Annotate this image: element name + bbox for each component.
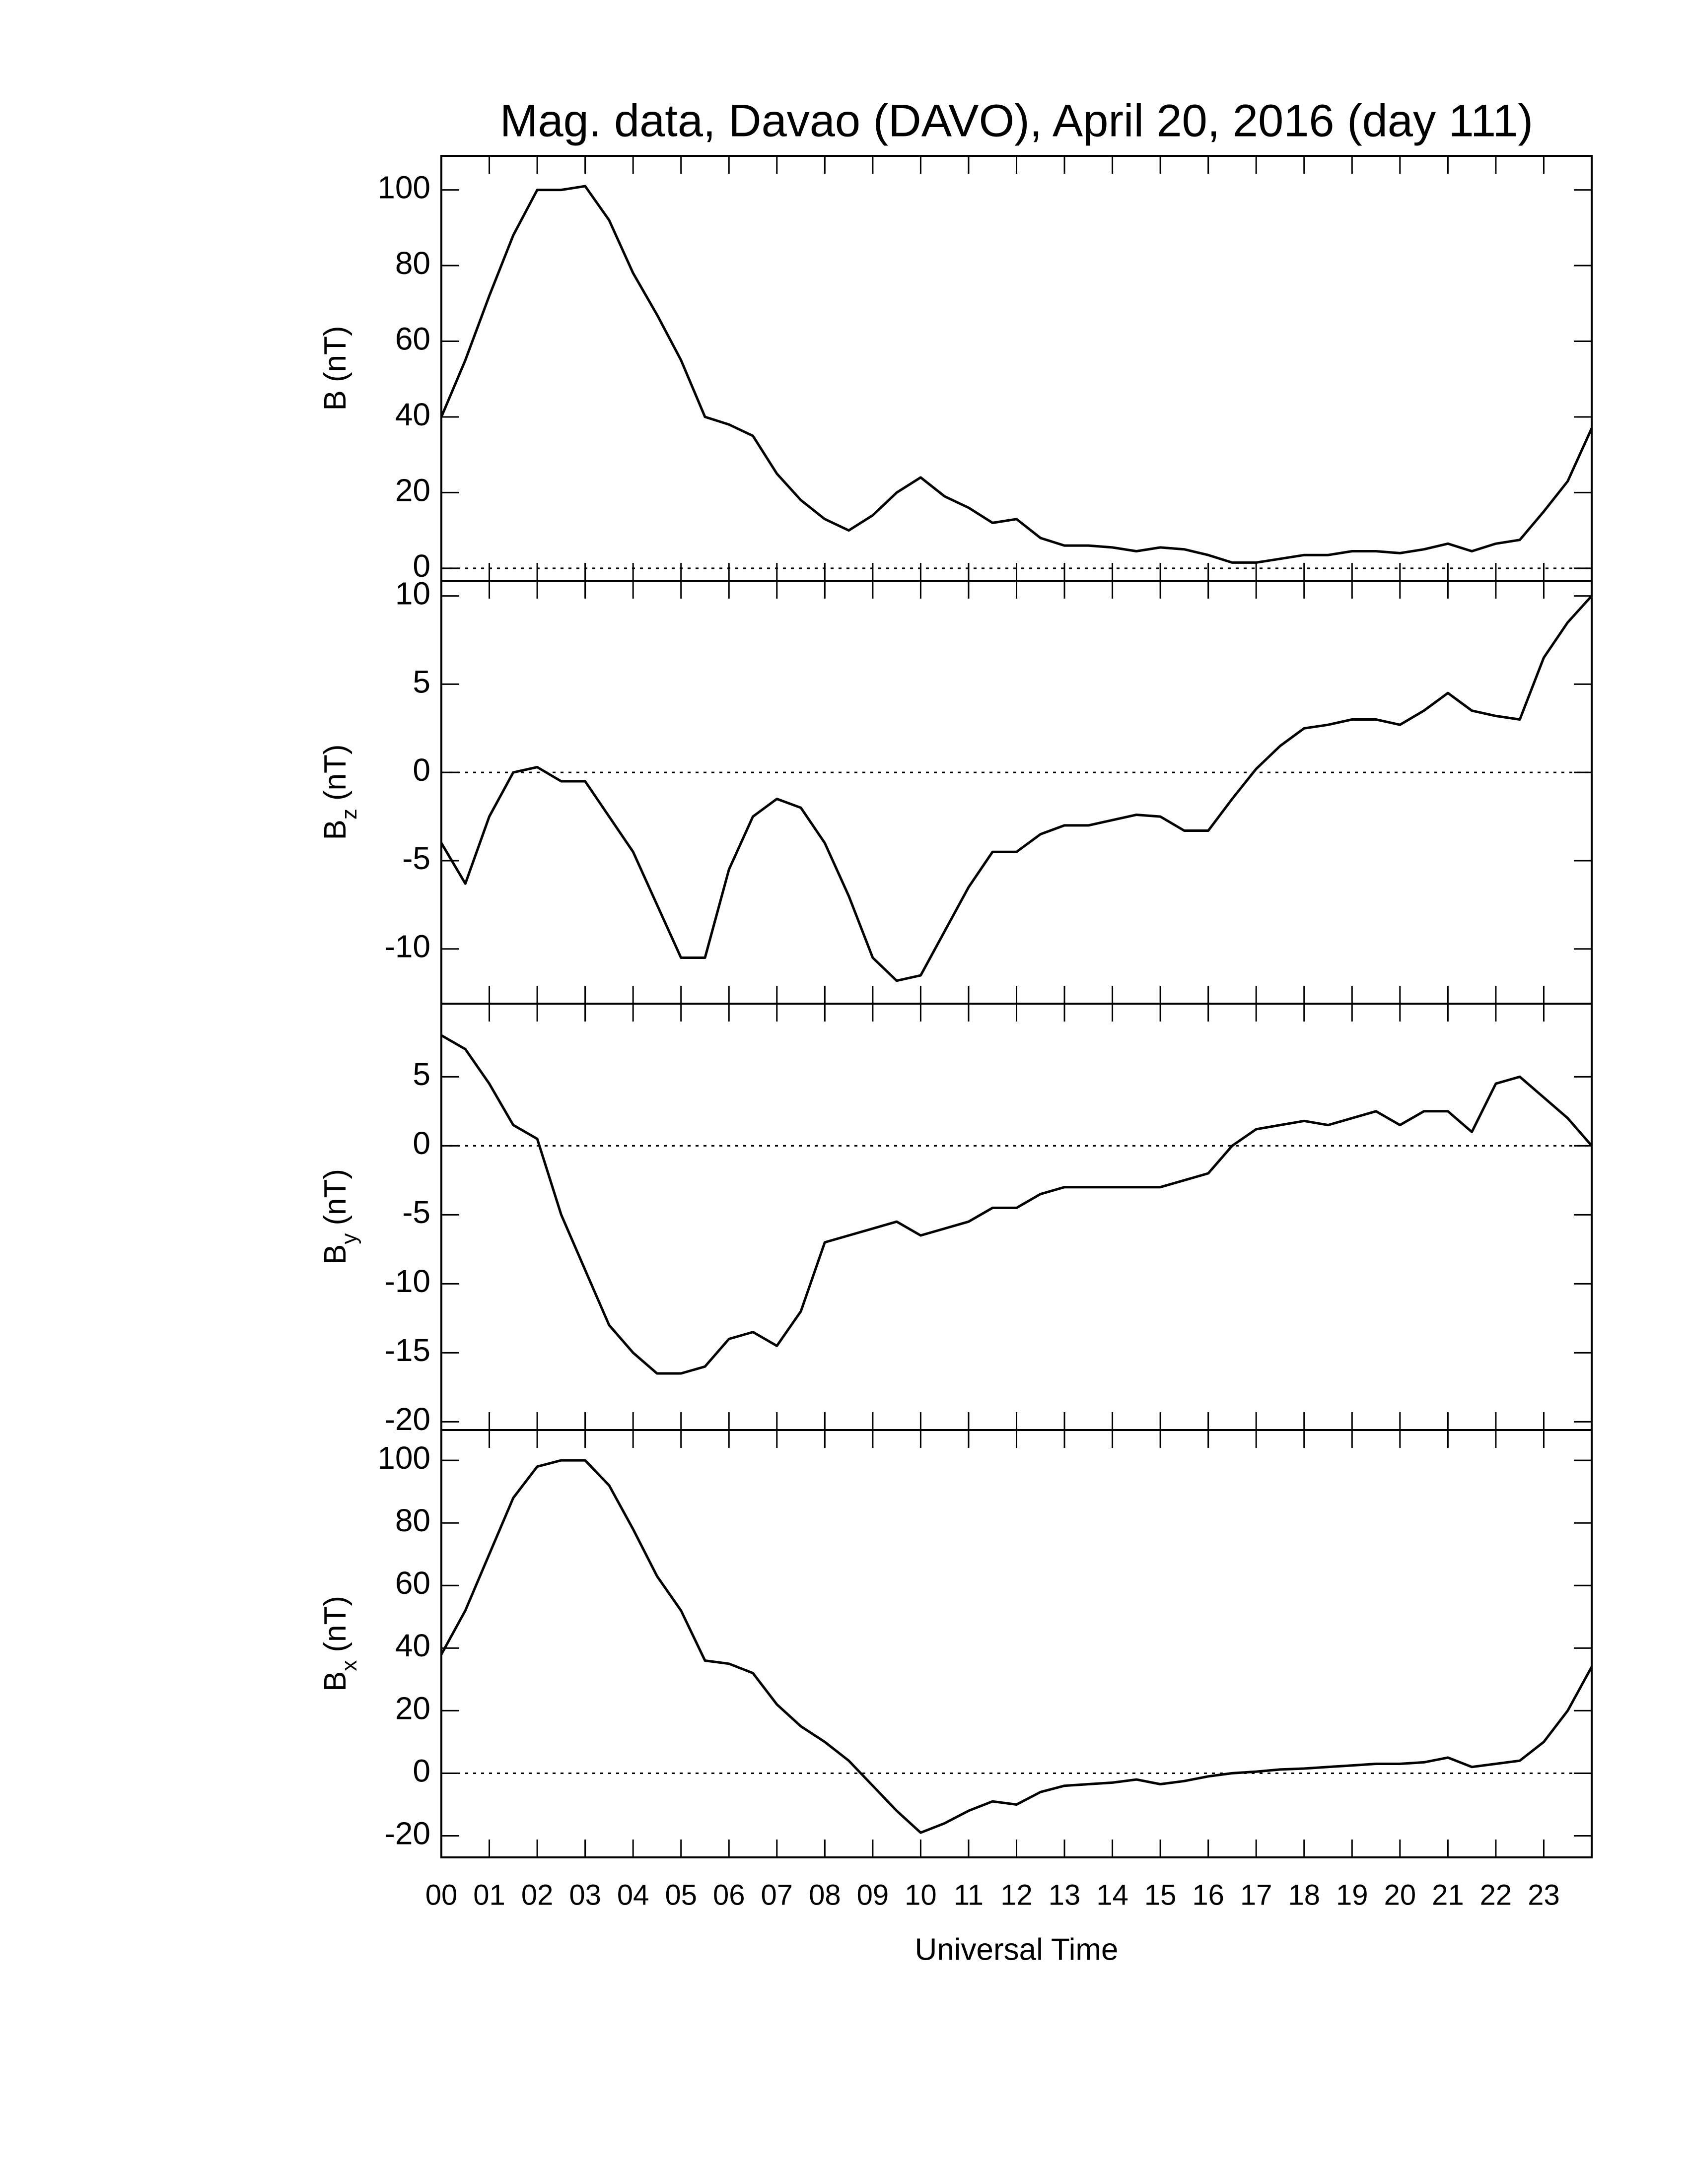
y-label-unit: (nT) xyxy=(318,1169,352,1226)
y-label-symbol: B xyxy=(318,390,352,410)
data-line xyxy=(440,595,1593,982)
y-tick-label: 5 xyxy=(413,1056,430,1092)
x-tick-label: 19 xyxy=(1336,1879,1368,1911)
y-tick-label: 80 xyxy=(395,245,430,281)
x-tick-label: 10 xyxy=(905,1879,937,1911)
y-tick-label: -10 xyxy=(385,1263,431,1299)
y-axis-label: Bz (nT) xyxy=(318,744,361,840)
y-tick-label: -5 xyxy=(402,840,430,876)
y-tick-label: 80 xyxy=(395,1502,430,1538)
x-tick-label: 21 xyxy=(1432,1879,1464,1911)
x-tick-label: 09 xyxy=(857,1879,889,1911)
x-tick-label: 08 xyxy=(809,1879,841,1911)
y-tick-label: -15 xyxy=(385,1332,431,1368)
x-tick-label: 03 xyxy=(569,1879,601,1911)
data-line xyxy=(440,1459,1593,1834)
x-tick-label: 23 xyxy=(1528,1879,1560,1911)
x-tick-label: 01 xyxy=(473,1879,505,1911)
y-label-unit: (nT) xyxy=(318,1596,352,1652)
y-label-subscript: y xyxy=(337,1233,361,1244)
x-tick-label: 14 xyxy=(1096,1879,1128,1911)
y-tick-label: 0 xyxy=(413,548,430,584)
y-tick-label: 20 xyxy=(395,1690,430,1726)
y-tick-label: 0 xyxy=(413,1125,430,1161)
x-tick-label: 11 xyxy=(954,1879,984,1911)
x-tick-label: 06 xyxy=(713,1879,745,1911)
y-tick-label: -20 xyxy=(385,1401,431,1437)
y-tick-label: 100 xyxy=(377,170,430,205)
x-tick-label: 02 xyxy=(521,1879,554,1911)
y-label-symbol: B xyxy=(318,1244,352,1265)
y-tick-label: 40 xyxy=(395,1628,430,1663)
y-tick-label: 20 xyxy=(395,472,430,508)
y-tick-label: -20 xyxy=(385,1815,431,1851)
y-label-subscript: z xyxy=(337,809,361,819)
chart-title: Mag. data, Davao (DAVO), April 20, 2016 … xyxy=(500,95,1533,146)
plot-frame xyxy=(440,1429,1593,1858)
x-tick-label: 15 xyxy=(1144,1879,1177,1911)
y-tick-label: 0 xyxy=(413,1753,430,1788)
y-axis-label: B (nT) xyxy=(318,326,352,410)
y-tick-label: 40 xyxy=(395,397,430,432)
y-tick-label: 10 xyxy=(395,575,430,611)
y-tick-label: 0 xyxy=(413,752,430,788)
x-tick-label: 16 xyxy=(1192,1879,1224,1911)
y-tick-label: 5 xyxy=(413,664,430,699)
y-tick-label: 60 xyxy=(395,321,430,356)
x-tick-label: 07 xyxy=(761,1879,793,1911)
x-tick-label: 00 xyxy=(425,1879,458,1911)
y-label-subscript: x xyxy=(337,1660,361,1671)
y-tick-label: -5 xyxy=(402,1194,430,1230)
x-tick-label: 20 xyxy=(1384,1879,1416,1911)
x-axis-label: Universal Time xyxy=(915,1932,1119,1967)
y-label-symbol: B xyxy=(318,819,352,840)
x-tick-label: 18 xyxy=(1288,1879,1320,1911)
x-tick-label: 05 xyxy=(665,1879,697,1911)
y-tick-label: -10 xyxy=(385,929,431,964)
y-axis-label: By (nT) xyxy=(318,1169,361,1265)
y-axis-label: Bx (nT) xyxy=(318,1596,361,1692)
x-tick-label: 22 xyxy=(1480,1879,1512,1911)
data-line xyxy=(440,1034,1593,1375)
y-tick-label: 100 xyxy=(377,1440,430,1476)
y-label-symbol: B xyxy=(318,1671,352,1692)
x-tick-label: 04 xyxy=(617,1879,649,1911)
x-tick-label: 13 xyxy=(1049,1879,1081,1911)
y-label-unit: (nT) xyxy=(318,744,352,801)
x-tick-label: 17 xyxy=(1240,1879,1272,1911)
y-label-unit: (nT) xyxy=(318,326,352,382)
data-line xyxy=(440,185,1593,564)
x-tick-label: 12 xyxy=(1000,1879,1033,1911)
y-tick-label: 60 xyxy=(395,1565,430,1601)
